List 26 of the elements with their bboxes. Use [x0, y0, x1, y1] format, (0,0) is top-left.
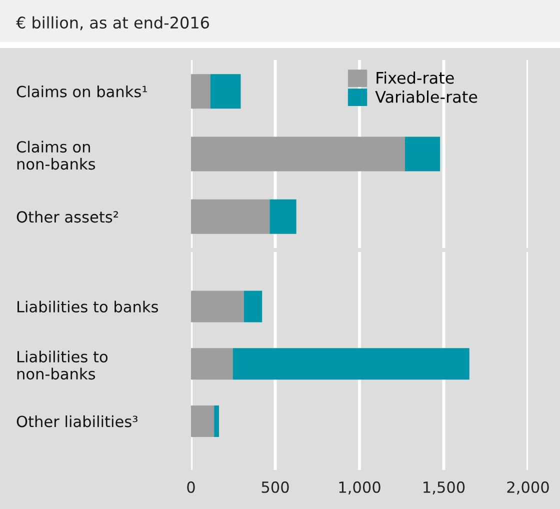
x-tick-label: 500	[262, 481, 289, 493]
y-tick-label: Liabilities to banks	[18, 300, 158, 313]
y-tick-label: Other assets²	[16, 210, 118, 223]
bar	[191, 199, 270, 234]
bar	[191, 290, 244, 322]
x-tick-label: 1,000	[339, 481, 380, 494]
y-tick-label: Liabilities to non-banks	[17, 350, 108, 380]
legend-label: Variable-rate	[375, 90, 478, 103]
bar	[191, 348, 233, 380]
y-tick-label: Other liabilities³	[16, 415, 138, 428]
x-tick-label: 0	[187, 481, 195, 493]
bar	[214, 405, 219, 438]
bar	[191, 74, 210, 109]
bar	[270, 199, 296, 234]
y-tick-label: Claims on non-banks	[16, 140, 96, 170]
bar	[210, 74, 241, 109]
bar	[191, 405, 214, 438]
legend-label: Fixed-rate	[376, 72, 454, 84]
bar	[404, 136, 440, 172]
x-tick-label: 1,500	[424, 481, 465, 494]
x-tick-label: 2,000	[507, 481, 549, 494]
bar	[244, 290, 262, 322]
chart-title: € billion, as at end-2016	[16, 16, 209, 30]
bar	[232, 348, 470, 380]
y-tick-label: Claims on banks¹	[16, 86, 147, 98]
bar	[191, 136, 405, 172]
